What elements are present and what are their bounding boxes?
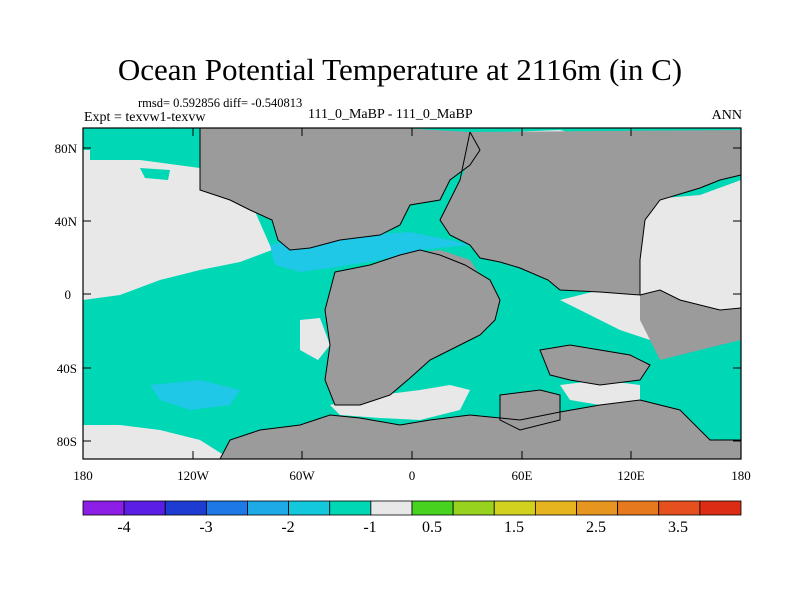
colorbar-box bbox=[205, 500, 248, 516]
colorbar-label: -3 bbox=[199, 519, 212, 536]
colorbar-label: 2.5 bbox=[586, 519, 606, 536]
colorbar-label: 0.5 bbox=[422, 519, 442, 536]
colorbar-box bbox=[576, 500, 619, 516]
colorbar-box bbox=[452, 500, 495, 516]
colorbar-box bbox=[370, 500, 413, 516]
colorbar-box bbox=[123, 500, 166, 516]
colorbar-box bbox=[617, 500, 660, 516]
lon-label-60w: 60W bbox=[289, 468, 315, 483]
coastline-south-america bbox=[324, 249, 501, 406]
lon-label-0: 0 bbox=[409, 468, 416, 483]
south-pacific-minus-two bbox=[150, 380, 240, 410]
colorbar-box bbox=[699, 500, 742, 516]
southern-ocean-near-zero bbox=[83, 425, 230, 459]
colorbar-box bbox=[82, 500, 125, 516]
coastline-antarctica bbox=[219, 399, 741, 459]
south-atlantic-near-zero bbox=[330, 385, 470, 420]
season-label: ANN bbox=[711, 108, 742, 123]
lon-label-180w: 180 bbox=[73, 468, 93, 483]
colorbar-box bbox=[534, 500, 577, 516]
colorbar-box bbox=[658, 500, 701, 516]
north-america-land bbox=[200, 128, 480, 250]
period-label: 111_0_MaBP - 111_0_MaBP bbox=[308, 107, 473, 122]
colorbar-box bbox=[288, 500, 331, 516]
lon-label-60e: 60E bbox=[512, 468, 533, 483]
colorbar-label: 1.5 bbox=[504, 519, 524, 536]
australia-india-land bbox=[540, 345, 650, 385]
colorbar-box bbox=[493, 500, 536, 516]
stats-line: rmsd= 0.592856 diff= -0.540813 bbox=[138, 96, 303, 110]
colorbar-label: 3.5 bbox=[668, 519, 688, 536]
colorbar-box bbox=[247, 500, 290, 516]
figure-title: Ocean Potential Temperature at 2116m (in… bbox=[117, 52, 683, 87]
map-field bbox=[83, 128, 741, 459]
longitude-axis: 180 120W 60W 0 60E 120E 180 bbox=[73, 128, 751, 483]
antarctica-land bbox=[220, 400, 741, 459]
sw-pacific-near-zero bbox=[300, 318, 330, 360]
colorbar bbox=[82, 500, 742, 516]
coastline-east-asia bbox=[639, 289, 741, 311]
colorbar-label: -1 bbox=[363, 519, 376, 536]
indian-ocean-near-zero bbox=[560, 380, 640, 405]
colorbar-labels: -4 -3 -2 -1 0.5 1.5 2.5 3.5 bbox=[117, 519, 688, 536]
colorbar-box bbox=[329, 500, 372, 516]
lat-label-40n: 40N bbox=[55, 214, 78, 229]
east-asia-land bbox=[640, 290, 741, 360]
lat-label-40s: 40S bbox=[57, 361, 77, 376]
colorbar-box bbox=[164, 500, 207, 516]
lat-label-80s: 80S bbox=[57, 434, 77, 449]
coastline-eurasia bbox=[439, 131, 741, 296]
experiment-label: Expt = texvw1-texvw bbox=[84, 110, 206, 125]
colorbar-label: -4 bbox=[117, 519, 130, 536]
colorbar-label: -2 bbox=[281, 519, 294, 536]
coastline-indian-strip bbox=[499, 389, 561, 431]
lat-label-80n: 80N bbox=[55, 141, 78, 156]
colorbar-box bbox=[411, 500, 454, 516]
lon-label-120w: 120W bbox=[177, 468, 210, 483]
lon-label-120e: 120E bbox=[617, 468, 645, 483]
north-pacific-minus-two bbox=[140, 168, 170, 180]
latitude-axis: 80N 40N 0 40S 80S bbox=[55, 141, 741, 449]
coastline-australia-india bbox=[539, 344, 651, 386]
lat-label-eq: 0 bbox=[65, 287, 72, 302]
eurasia-land bbox=[440, 130, 741, 295]
lon-label-180e: 180 bbox=[731, 468, 751, 483]
coastline-north-america bbox=[199, 128, 481, 251]
